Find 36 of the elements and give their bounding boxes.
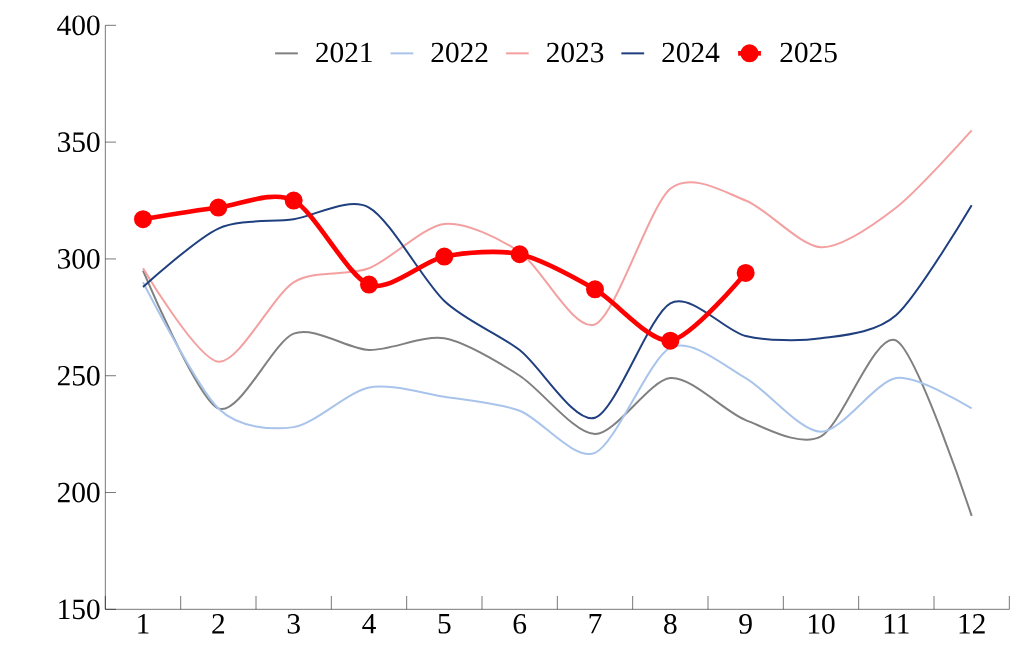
point [586, 280, 605, 299]
x-tick-label: 6 [513, 614, 527, 634]
x-tick-label: 9 [739, 614, 752, 634]
point [209, 198, 228, 217]
point [360, 275, 379, 294]
point [510, 245, 529, 264]
y-tick-label: 200 [57, 482, 100, 503]
legend-label: 2025 [780, 42, 837, 63]
line-series [142, 269, 973, 518]
legend-label: 2022 [431, 42, 488, 63]
y-tick-label: 150 [59, 599, 100, 620]
x-tick-label: 10 [808, 614, 835, 635]
x-tick-label: 11 [884, 614, 909, 634]
legend-label: 2024 [662, 42, 720, 63]
line-series [142, 203, 973, 419]
x-tick-label: 5 [438, 614, 451, 634]
line-series [142, 129, 973, 363]
legend-label: 2021 [316, 42, 372, 63]
x-tick-label: 2 [212, 614, 225, 634]
point [736, 264, 755, 283]
point [435, 247, 454, 266]
y-tick-label: 300 [58, 249, 100, 269]
y-tick-label: 350 [58, 132, 100, 153]
x-tick-label: 3 [287, 614, 300, 634]
line-series [142, 281, 973, 455]
legend-label: 2023 [547, 42, 604, 63]
y-tick-label: 250 [57, 366, 100, 386]
point [134, 210, 153, 229]
point [661, 331, 680, 350]
y-tick-label: 400 [57, 15, 100, 36]
point [284, 191, 303, 210]
x-tick-label: 8 [664, 614, 677, 635]
x-tick-label: 7 [589, 614, 602, 634]
x-tick-label: 1 [138, 614, 149, 634]
x-tick-label: 4 [362, 614, 376, 634]
x-tick-label: 12 [959, 614, 985, 634]
